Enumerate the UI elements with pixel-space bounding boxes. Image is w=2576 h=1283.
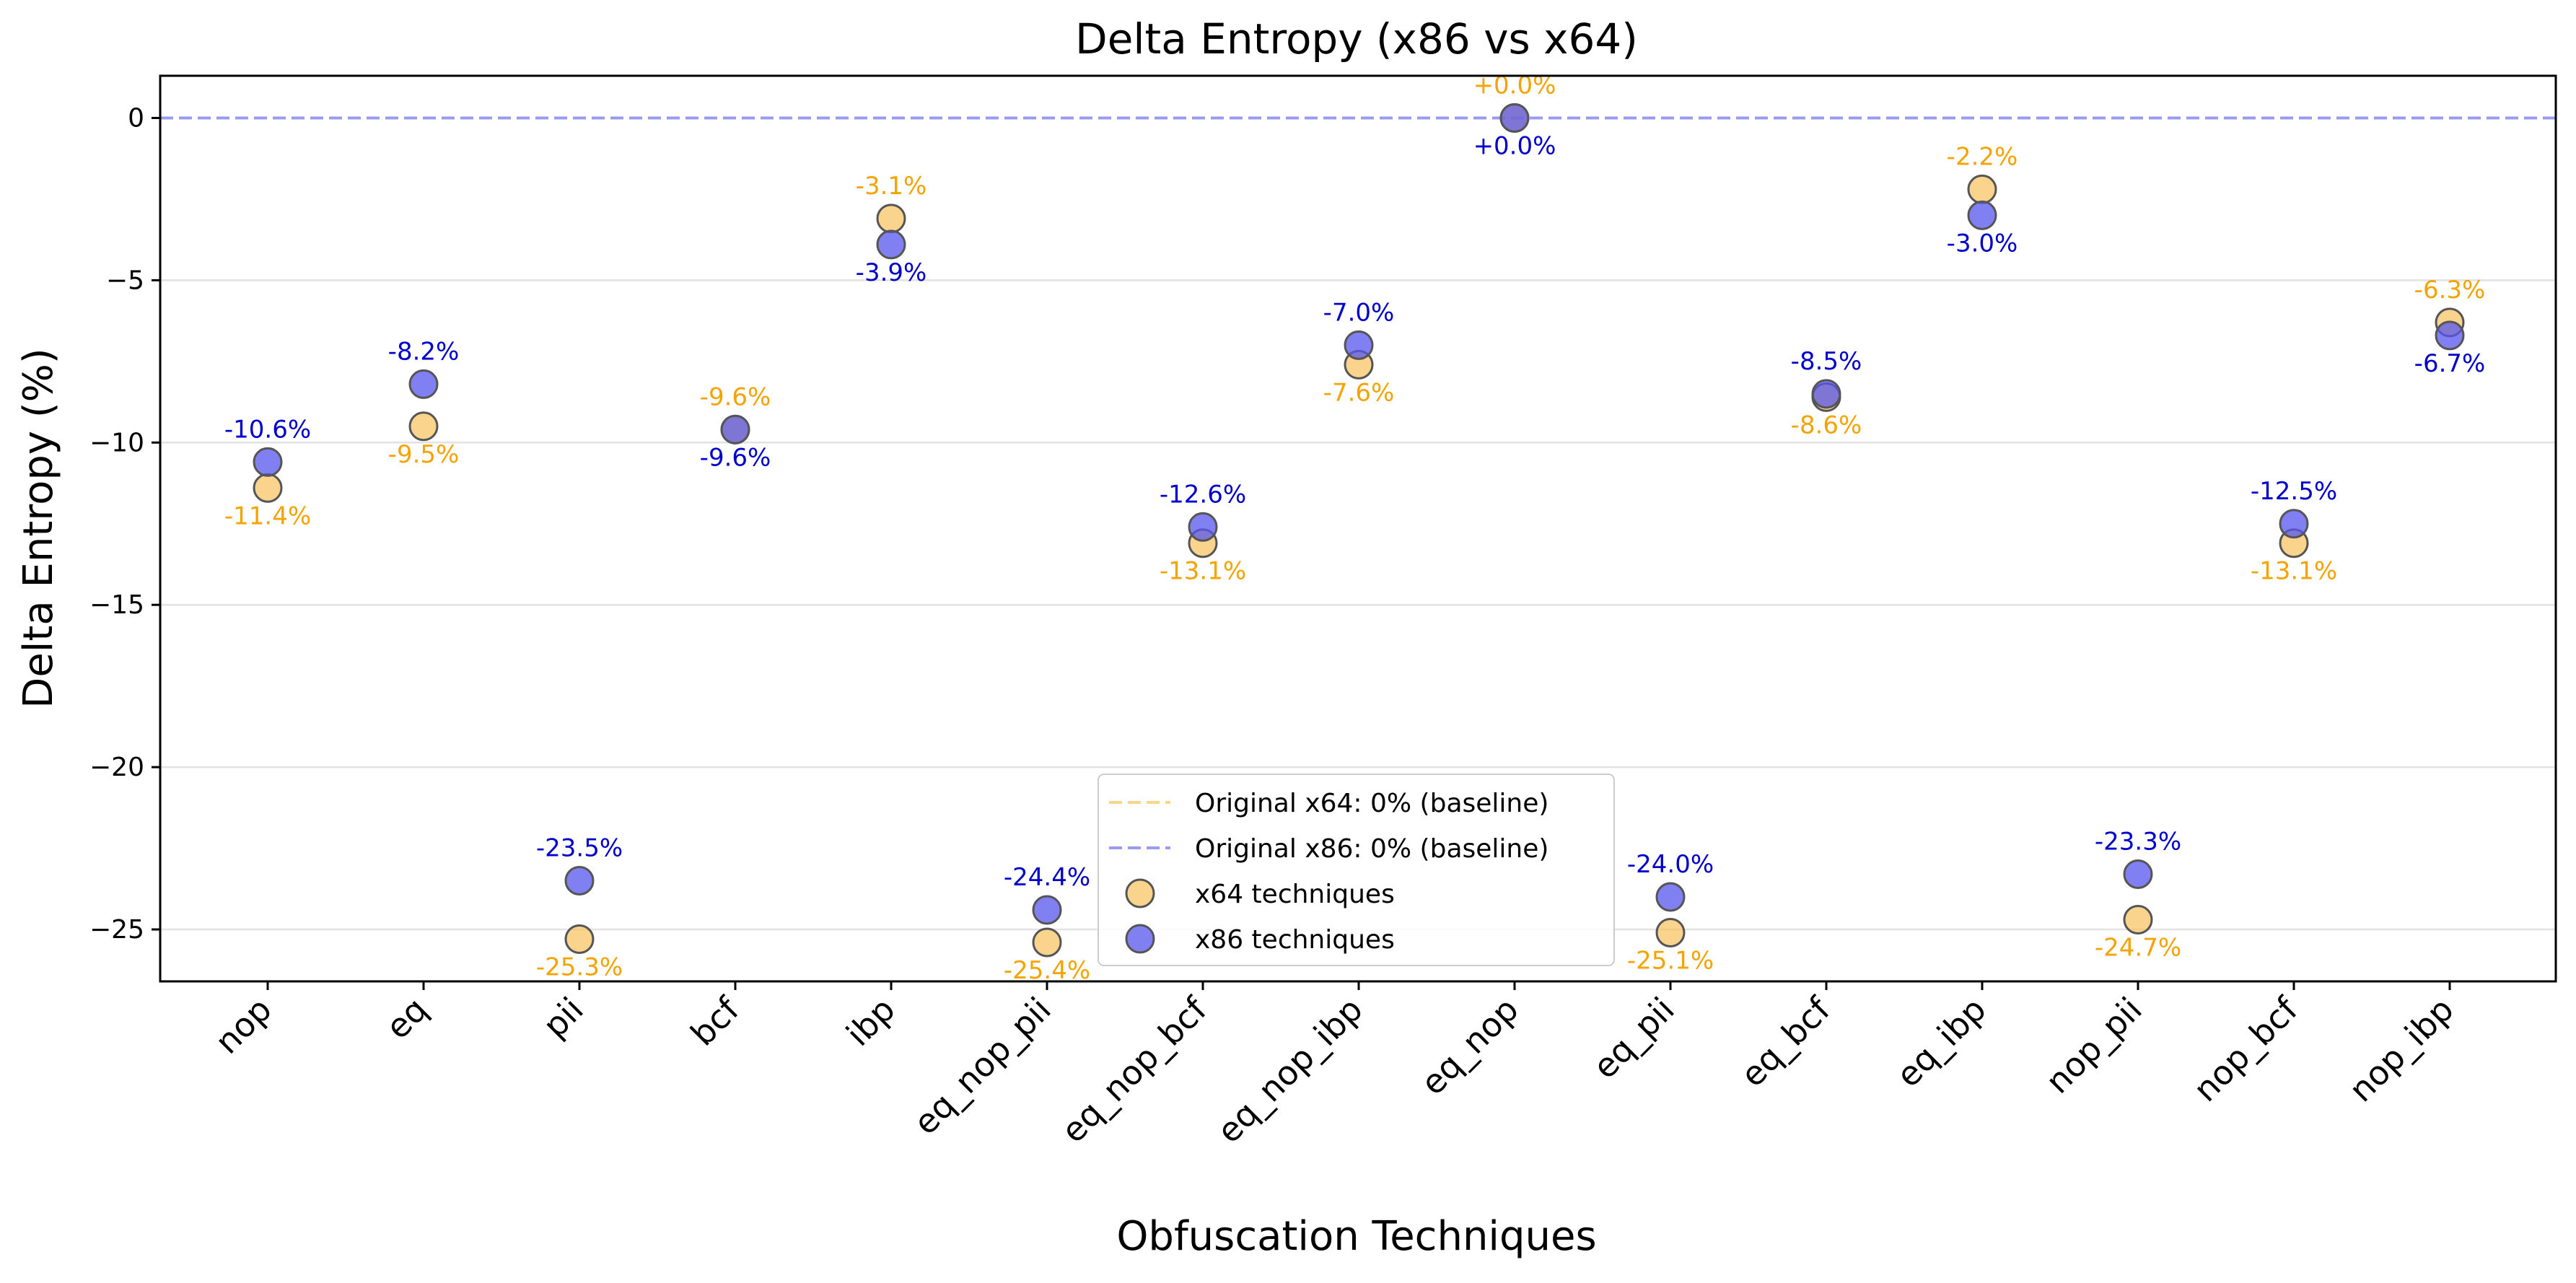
x-axis-label: Obfuscation Techniques	[1116, 1213, 1596, 1260]
x86-label-eq-ibp: -3.0%	[1947, 229, 2018, 258]
x64-label-bcf: -9.6%	[700, 382, 771, 411]
x64-label-ibp: -3.1%	[856, 172, 927, 201]
x64-label-nop: -11.4%	[224, 502, 311, 530]
x64-point-eq-nop-pii	[1032, 927, 1062, 958]
x64-point-nop	[253, 473, 283, 503]
x64-label-pii: -25.3%	[536, 953, 623, 982]
legend-x86-baseline-label: Original x86: 0% (baseline)	[1195, 834, 1548, 864]
x86-label-eq: -8.2%	[388, 337, 460, 366]
x64-point-eq-ibp	[1967, 174, 1997, 204]
x86-point-eq-nop-ibp	[1344, 330, 1374, 360]
legend-x64-marker	[1125, 878, 1155, 908]
y-axis-label: Delta Entropy (%)	[15, 348, 62, 709]
legend-x86-marker	[1125, 924, 1155, 954]
x86-label-eq-nop: +0.0%	[1473, 131, 1556, 160]
ytick-label--5: −5	[106, 266, 144, 295]
x64-point-nop-pii	[2123, 905, 2153, 935]
x86-point-nop-bcf	[2279, 509, 2309, 539]
data-labels: -11.4% -9.5% -25.3% -9.6% -3.1% -25.4% -13.1% -…	[224, 71, 2485, 985]
x86-point-nop-pii	[2123, 859, 2153, 890]
x86-label-nop: -10.6%	[224, 415, 311, 444]
x64-label-nop-pii: -24.7%	[2095, 934, 2181, 963]
x64-label-nop-ibp: -6.3%	[2414, 276, 2486, 305]
x64-points	[253, 102, 2465, 958]
legend-frame	[1098, 774, 1615, 966]
x86-point-eq-ibp	[1967, 200, 1997, 230]
y-axis-ticks: 0 −5 −10 −15 −20 −25	[89, 103, 160, 945]
x86-point-bcf	[720, 414, 750, 445]
x64-point-eq-pii	[1655, 918, 1686, 948]
x64-label-eq-nop-bcf: -13.1%	[1160, 557, 1246, 586]
x86-point-nop	[253, 447, 283, 477]
x86-point-pii	[564, 866, 595, 896]
x86-label-ibp: -3.9%	[856, 258, 927, 287]
x64-label-eq-ibp: -2.2%	[1947, 142, 2018, 171]
ytick-label--20: −20	[89, 753, 144, 782]
x64-label-eq: -9.5%	[388, 440, 460, 469]
legend-x64-label: x64 techniques	[1195, 880, 1395, 909]
x64-label-eq-nop-pii: -25.4%	[1004, 956, 1090, 985]
x64-point-eq	[408, 411, 439, 442]
legend-x86-label: x86 techniques	[1195, 925, 1395, 955]
x64-point-ibp	[876, 203, 906, 234]
x86-label-eq-pii: -24.0%	[1627, 850, 1714, 879]
grid-lines	[160, 279, 2556, 931]
x86-point-eq-nop	[1499, 102, 1530, 133]
x86-label-bcf: -9.6%	[700, 443, 771, 472]
x64-point-pii	[564, 924, 595, 955]
x86-label-eq-nop-ibp: -7.0%	[1323, 298, 1395, 327]
x86-point-ibp	[876, 229, 906, 260]
x86-label-nop-pii: -23.3%	[2095, 828, 2181, 857]
x86-point-eq-pii	[1655, 882, 1686, 912]
x86-point-eq-nop-bcf	[1188, 512, 1218, 542]
x86-label-eq-nop-pii: -24.4%	[1004, 863, 1090, 892]
x86-point-eq	[408, 369, 439, 399]
x64-label-eq-bcf: -8.6%	[1791, 411, 1862, 439]
x64-label-nop-bcf: -13.1%	[2251, 557, 2337, 586]
x86-point-eq-nop-pii	[1032, 895, 1062, 925]
x86-label-eq-nop-bcf: -12.6%	[1160, 480, 1246, 509]
x86-label-nop-bcf: -12.5%	[2251, 477, 2337, 506]
ytick-label-0: 0	[128, 103, 144, 133]
legend: Original x64: 0% (baseline) Original x86…	[1098, 774, 1615, 966]
x86-point-nop-ibp	[2435, 320, 2465, 351]
x86-point-eq-bcf	[1811, 379, 1841, 409]
x64-label-eq-nop-ibp: -7.6%	[1323, 378, 1395, 407]
legend-x64-baseline-label: Original x64: 0% (baseline)	[1195, 789, 1548, 818]
chart-title: Delta Entropy (x86 vs x64)	[1075, 14, 1638, 64]
x86-label-eq-bcf: -8.5%	[1791, 347, 1862, 376]
x86-label-pii: -23.5%	[536, 834, 623, 863]
x86-label-nop-ibp: -6.7%	[2414, 349, 2486, 378]
x86-points	[253, 102, 2465, 925]
ytick-label--25: −25	[89, 915, 144, 945]
x64-label-eq-pii: -25.1%	[1627, 947, 1714, 976]
ytick-label--10: −10	[89, 428, 144, 457]
ytick-label--15: −15	[89, 590, 144, 620]
